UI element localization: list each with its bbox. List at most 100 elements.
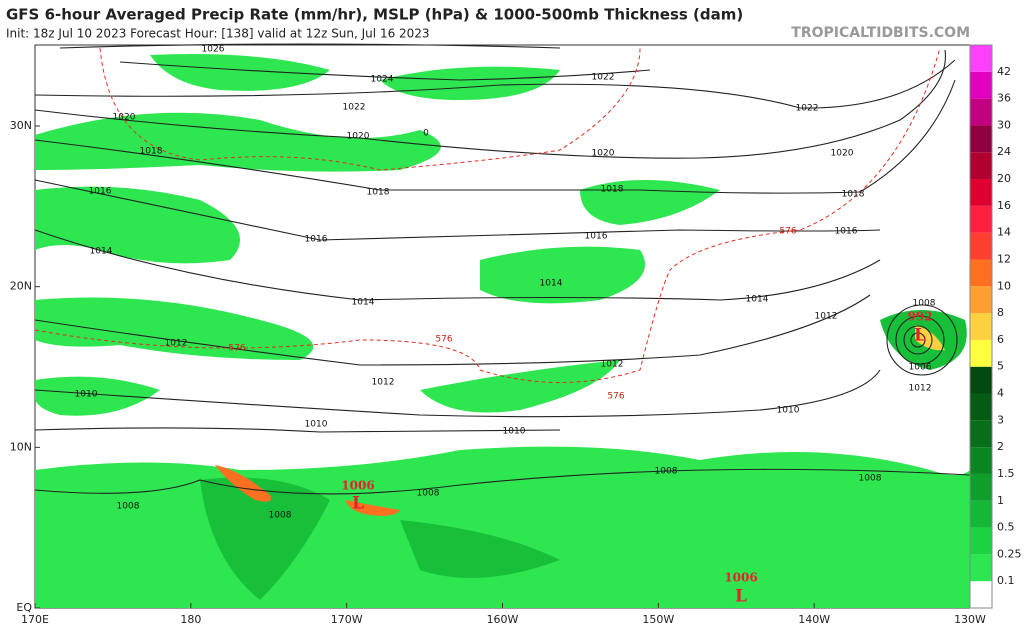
colorbar-label: 1.5 (997, 467, 1015, 480)
colorbar-label: 12 (997, 252, 1011, 265)
lon-label: 130W (954, 613, 986, 626)
colorbar-label: 36 (997, 92, 1011, 105)
isobar-label: 1014 (746, 295, 769, 305)
isobar-label: 1020 (592, 149, 615, 159)
isobars (34, 43, 971, 495)
colorbar-swatch (970, 527, 992, 555)
thickness-label: 0 (423, 129, 429, 139)
isobar-label: 1020 (347, 132, 370, 142)
lat-label: 10N (10, 440, 32, 453)
colorbar-swatch (970, 286, 992, 314)
colorbar-label: 14 (997, 226, 1011, 239)
center-pressure: 1006 (341, 479, 374, 493)
colorbar-swatch (970, 581, 992, 608)
colorbar-swatch (970, 500, 992, 528)
center-symbol: L (352, 494, 364, 514)
colorbar-swatch (970, 393, 992, 421)
lon-label: 180 (180, 613, 201, 626)
isobar-label: 1006 (909, 363, 932, 373)
isobar-labels: 1026 1024 1022 1022 1022 1020 1020 1020 … (75, 45, 936, 521)
thickness-label: 576 (607, 392, 624, 402)
isobar-label: 1024 (371, 75, 394, 85)
isobar-label: 1008 (655, 467, 678, 477)
colorbar-label: 5 (997, 360, 1004, 373)
isobar-label: 1018 (367, 188, 390, 198)
pressure-centers: 1006 L 992 L 1006 L (341, 310, 932, 607)
thickness-label: 576 (779, 227, 796, 237)
colorbar-label: 4 (997, 387, 1004, 400)
colorbar-label: 42 (997, 65, 1011, 78)
isobar-label: 1008 (417, 489, 440, 499)
colorbar-swatch (970, 447, 992, 474)
source: TROPICALTIDBITS.COM (791, 25, 970, 41)
center-symbol: L (914, 326, 926, 346)
lon-label: 170W (331, 613, 363, 626)
isobar-label: 1012 (601, 360, 624, 370)
center-pressure: 1006 (724, 571, 757, 585)
isobar-label: 1022 (796, 104, 819, 114)
isobar-label: 1010 (305, 420, 328, 430)
colorbar-label: 0.25 (997, 547, 1022, 560)
isobar-label: 1010 (503, 427, 526, 437)
colorbar-label: 24 (997, 145, 1011, 158)
isobar-label: 1022 (592, 73, 615, 83)
subtitle: Init: 18z Jul 10 2023 Forecast Hour: [13… (6, 27, 430, 41)
isobar-label: 1010 (777, 406, 800, 416)
lon-label: 150W (642, 613, 674, 626)
colorbar-swatch (970, 420, 992, 448)
colorbar-swatch (970, 339, 992, 367)
precip (35, 54, 970, 608)
colorbar-label: 16 (997, 199, 1011, 212)
colorbar-swatch (970, 313, 992, 340)
colorbar-swatch (970, 71, 992, 99)
colorbar-label: 0.5 (997, 521, 1015, 534)
center-symbol: L (735, 587, 747, 607)
isobar-label: 1010 (75, 390, 98, 400)
lat-label: 30N (10, 119, 32, 132)
isobar-label: 1016 (585, 232, 608, 242)
isobar-label: 1016 (305, 235, 328, 245)
colorbar-swatch (970, 45, 992, 72)
lat-label: EQ (16, 601, 32, 614)
isobar-label: 1014 (352, 298, 375, 308)
isobar-label: 1014 (540, 279, 563, 289)
colorbar-swatch (970, 232, 992, 260)
isobar-label: 1026 (202, 45, 225, 55)
isobar-label: 1014 (90, 247, 113, 257)
isobar-label: 1018 (842, 190, 865, 200)
colorbar-label: 20 (997, 172, 1011, 185)
colorbar-frame (969, 44, 993, 609)
colorbar-swatch (970, 98, 992, 126)
isobar-label: 1012 (909, 384, 932, 394)
center-pressure: 992 (907, 310, 932, 324)
isobar-label: 1008 (117, 502, 140, 512)
thickness-label: 576 (435, 335, 452, 345)
colorbar-label: 6 (997, 333, 1004, 346)
colorbar-swatch (970, 473, 992, 501)
colorbar-swatch (970, 259, 992, 287)
title: GFS 6-hour Averaged Precip Rate (mm/hr),… (6, 6, 743, 24)
colorbar-label: 30 (997, 118, 1011, 131)
isobar-label: 1016 (835, 227, 858, 237)
isobar-label: 1008 (913, 299, 936, 309)
colorbar-label: 3 (997, 413, 1004, 426)
colorbar-swatch (970, 152, 992, 180)
lon-label: 170E (21, 613, 49, 626)
colorbar-swatch (970, 554, 992, 582)
isobar-label: 1020 (113, 113, 136, 123)
isobar-label: 1018 (140, 147, 163, 157)
colorbar-swatch (970, 366, 992, 394)
isobar-label: 1016 (89, 187, 112, 197)
colorbar-label: 10 (997, 279, 1011, 292)
isobar-label: 1022 (343, 103, 366, 113)
colorbar: 0.1 0.25 0.5 1 1.5 2 3 4 5 6 8 10 12 14 16 20 24 30 36 42 (969, 44, 1022, 609)
lon-label: 160W (487, 613, 519, 626)
thickness-label: 576 (228, 344, 245, 354)
colorbar-label: 1 (997, 494, 1004, 507)
colorbar-swatch (970, 125, 992, 153)
isobar-label: 1020 (831, 149, 854, 159)
isobar-label: 1008 (269, 511, 292, 521)
isobar-label: 1012 (165, 339, 188, 349)
